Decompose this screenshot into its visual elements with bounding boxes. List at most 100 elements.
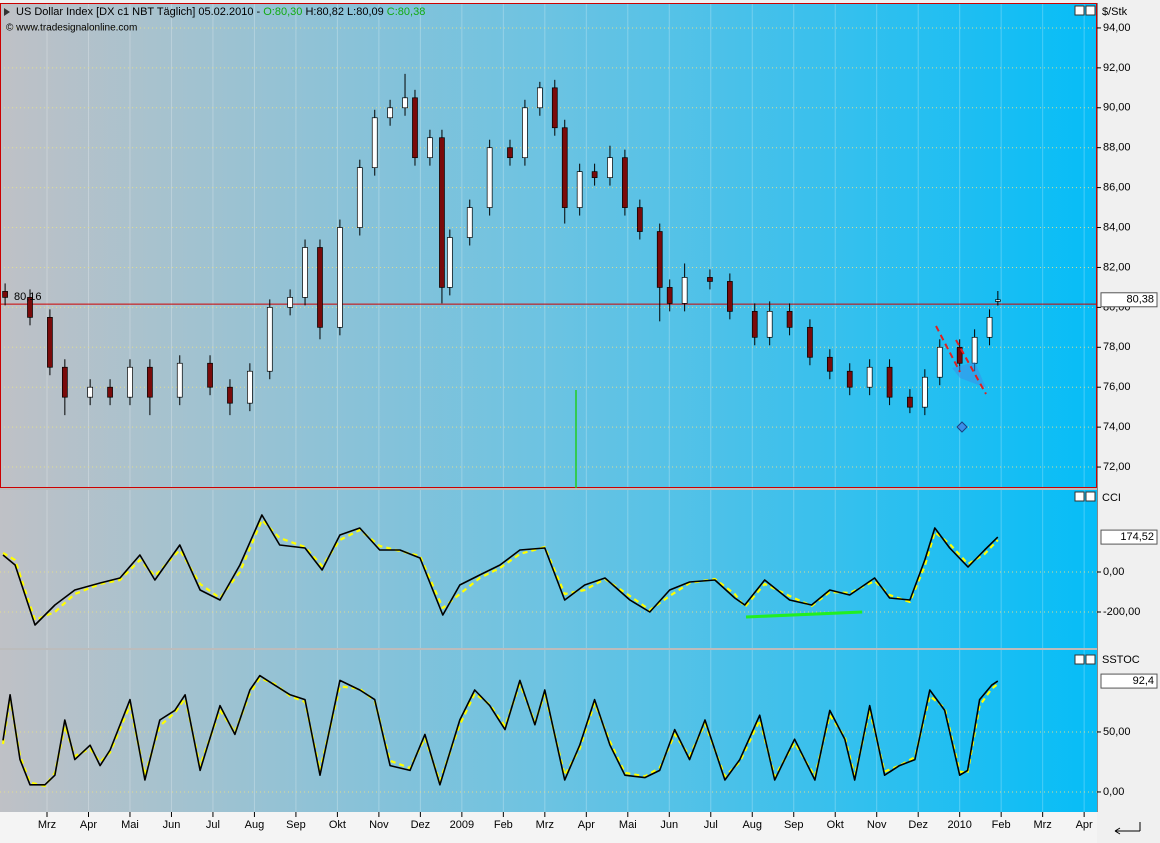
scroll-arrow[interactable] bbox=[1114, 822, 1141, 835]
candle-body bbox=[266, 307, 273, 372]
x-tick-label: Jul bbox=[704, 819, 718, 831]
x-tick-label: Nov bbox=[867, 819, 887, 831]
sstoc-panel-background bbox=[0, 650, 1097, 812]
candle-body bbox=[466, 207, 473, 238]
candle-body bbox=[622, 157, 628, 208]
close-button[interactable] bbox=[1085, 491, 1096, 502]
y-tick-label: 82,00 bbox=[1103, 261, 1131, 273]
candle-body bbox=[936, 346, 943, 378]
cci-panel-background bbox=[0, 490, 1097, 648]
close-button[interactable] bbox=[1085, 654, 1096, 665]
y-tick-label: 94,00 bbox=[1103, 22, 1131, 34]
candle-body bbox=[176, 362, 183, 398]
candle-body bbox=[402, 97, 408, 109]
high-label: H:80,82 bbox=[305, 6, 344, 18]
x-tick-label: Mai bbox=[619, 819, 637, 831]
candle-body bbox=[607, 157, 613, 178]
maximize-button[interactable] bbox=[1074, 5, 1085, 16]
candle-body bbox=[707, 277, 713, 282]
x-tick-label: Okt bbox=[329, 819, 346, 831]
candle-body bbox=[371, 117, 378, 169]
indicator-line bbox=[2, 674, 999, 786]
maximize-button[interactable] bbox=[1074, 491, 1085, 502]
candle-body bbox=[486, 147, 493, 208]
candle-body bbox=[387, 107, 393, 119]
x-tick-label: Dez bbox=[411, 819, 431, 831]
candle-body bbox=[886, 366, 893, 398]
axis-title: CCI bbox=[1102, 492, 1121, 504]
x-tick-label: 2009 bbox=[450, 819, 474, 831]
annotation-line bbox=[935, 325, 961, 373]
candle-body bbox=[227, 386, 233, 404]
x-tick-label: Sep bbox=[784, 819, 804, 831]
candle-body bbox=[147, 366, 153, 398]
candle-body bbox=[412, 97, 418, 159]
candle-body bbox=[666, 287, 673, 304]
candle-body bbox=[751, 311, 758, 338]
maximize-button[interactable] bbox=[1074, 654, 1085, 665]
expand-icon[interactable] bbox=[4, 8, 10, 16]
chart-header: US Dollar Index [DX c1 NBT Täglich] 05.0… bbox=[16, 6, 425, 18]
candle-body bbox=[561, 127, 568, 208]
y-tick-label: 88,00 bbox=[1103, 142, 1131, 154]
x-tick-label: Okt bbox=[827, 819, 844, 831]
y-tick-label: 74,00 bbox=[1103, 421, 1131, 433]
x-tick-label: Apr bbox=[80, 819, 97, 831]
candle-body bbox=[656, 231, 663, 288]
x-tick-label: Jun bbox=[660, 819, 678, 831]
close-button[interactable] bbox=[1085, 5, 1096, 16]
x-tick-label: Mrz bbox=[536, 819, 554, 831]
candle-body bbox=[446, 237, 453, 288]
y-tick-label: 92,00 bbox=[1103, 62, 1131, 74]
candle-body bbox=[576, 171, 583, 208]
candle-body bbox=[507, 147, 513, 159]
candle-body bbox=[907, 396, 913, 408]
x-tick-label: Feb bbox=[992, 819, 1011, 831]
open-label: O:80,30 bbox=[263, 6, 302, 18]
candle-body bbox=[61, 366, 68, 398]
candle-body bbox=[971, 336, 978, 364]
y-tick-label: 72,00 bbox=[1103, 461, 1131, 473]
last-value-label: 92,4 bbox=[1133, 675, 1154, 687]
candle-body bbox=[826, 356, 833, 372]
last-value-box bbox=[1100, 292, 1158, 308]
x-tick-label: Apr bbox=[578, 819, 595, 831]
last-value-label: 174,52 bbox=[1120, 531, 1154, 543]
x-tick-label: Jul bbox=[206, 819, 220, 831]
candle-body bbox=[27, 297, 33, 318]
candle-body bbox=[207, 362, 213, 388]
annotation-diamond bbox=[956, 421, 968, 433]
y-tick-label: -200,00 bbox=[1103, 606, 1140, 618]
axis-title: SSTOC bbox=[1102, 654, 1140, 666]
y-tick-label: 86,00 bbox=[1103, 182, 1131, 194]
plot-layer bbox=[0, 3, 1097, 817]
candle-body bbox=[994, 299, 1001, 302]
candle-body bbox=[107, 386, 113, 398]
panel-buttons[interactable] bbox=[1074, 5, 1096, 665]
candle-body bbox=[956, 346, 963, 364]
candle-body bbox=[551, 87, 558, 129]
x-tick-label: Dez bbox=[908, 819, 928, 831]
y-tick-label: 78,00 bbox=[1103, 341, 1131, 353]
candle-body bbox=[986, 317, 993, 338]
candle-body bbox=[681, 277, 688, 304]
y-tick-label: 84,00 bbox=[1103, 221, 1131, 233]
close-label: C:80,38 bbox=[387, 6, 426, 18]
candle-body bbox=[302, 247, 308, 298]
candle-body bbox=[522, 107, 528, 159]
candle-body bbox=[921, 376, 928, 408]
x-tick-label: Sep bbox=[286, 819, 306, 831]
y-tick-label: 0,00 bbox=[1103, 786, 1124, 798]
last-value-label: 80,38 bbox=[1126, 294, 1154, 306]
candle-body bbox=[317, 247, 323, 328]
x-tick-label: Feb bbox=[494, 819, 513, 831]
candle-body bbox=[427, 137, 433, 159]
x-tick-label: Apr bbox=[1076, 819, 1093, 831]
candle-body bbox=[287, 297, 293, 308]
candle-body bbox=[47, 317, 53, 368]
reference-label: 80,16 bbox=[14, 291, 42, 303]
x-axis-background bbox=[0, 812, 1097, 843]
candle-body bbox=[356, 167, 363, 228]
candle-body bbox=[846, 370, 853, 388]
